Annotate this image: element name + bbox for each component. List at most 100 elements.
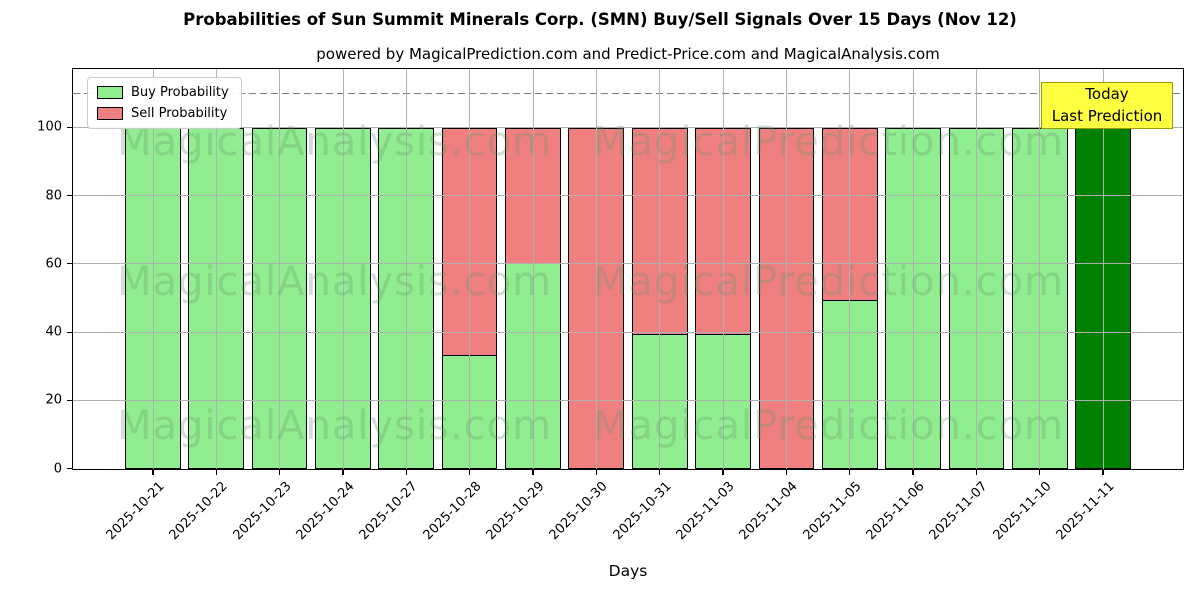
- x-tick-label: 2025-10-31: [610, 479, 675, 544]
- x-tick-mark: [405, 470, 407, 475]
- stacked-bar-2025-11-03: [695, 127, 751, 469]
- chart-title: Probabilities of Sun Summit Minerals Cor…: [183, 10, 1017, 29]
- y-tick-mark: [67, 126, 72, 128]
- x-tick-mark: [532, 470, 534, 475]
- bar-slot: [628, 69, 691, 469]
- x-tick-mark: [152, 470, 154, 475]
- sell-segment: [505, 127, 561, 263]
- x-tick-mark: [849, 470, 851, 475]
- x-tick-mark: [215, 470, 217, 475]
- y-tick-mark: [67, 468, 72, 470]
- x-tick-label: 2025-10-30: [546, 479, 611, 544]
- bars-layer: [121, 69, 1135, 469]
- plot-area: MagicalAnalysis.com MagicalPrediction.com…: [72, 68, 1184, 470]
- legend-item-sell: Sell Probability: [97, 106, 229, 121]
- x-tick-mark: [1102, 470, 1104, 475]
- x-tick-mark: [975, 470, 977, 475]
- today-annotation-box: Today Last Prediction: [1041, 82, 1173, 129]
- y-tick-label: 60: [45, 256, 62, 272]
- stacked-bar-2025-11-07: [948, 127, 1005, 469]
- bar-slot: [248, 69, 311, 469]
- x-tick-label: 2025-10-24: [293, 479, 358, 544]
- bar-slot: [184, 69, 247, 469]
- stacked-bar-2025-10-27: [378, 127, 435, 469]
- x-tick-label: 2025-11-11: [1053, 479, 1118, 544]
- bar-slot: [945, 69, 1008, 469]
- sell-segment: [758, 127, 815, 469]
- bar-slot: [375, 69, 438, 469]
- x-tick-label: 2025-11-04: [736, 479, 801, 544]
- buy-segment: [378, 127, 435, 469]
- buy-segment: [314, 127, 371, 469]
- y-tick-mark: [67, 399, 72, 401]
- buy-segment: [821, 300, 878, 469]
- sell-segment: [821, 127, 878, 301]
- chart-subtitle: powered by MagicalPrediction.com and Pre…: [316, 45, 940, 63]
- stacked-bar-2025-11-06: [885, 127, 942, 469]
- buy-segment: [124, 127, 181, 469]
- legend-label-sell: Sell Probability: [131, 106, 228, 121]
- x-axis-label: Days: [608, 562, 648, 580]
- stacked-bar-2025-10-23: [251, 127, 308, 469]
- y-tick-label: 100: [37, 119, 62, 135]
- x-tick-mark: [1039, 470, 1041, 475]
- stacked-bar-2025-10-21: [124, 127, 181, 469]
- x-tick-label: 2025-10-27: [356, 479, 421, 544]
- stacked-bar-2025-10-31: [631, 127, 688, 469]
- buy-segment-today: [1075, 127, 1132, 469]
- x-tick-mark: [595, 470, 597, 475]
- stacked-bar-2025-11-05: [821, 127, 878, 469]
- buy-segment: [631, 334, 688, 469]
- x-tick-mark: [785, 470, 787, 475]
- buy-segment: [695, 334, 751, 469]
- x-tick-label: 2025-10-23: [230, 479, 295, 544]
- stacked-bar-2025-10-30: [568, 127, 625, 469]
- buy-segment: [251, 127, 308, 469]
- buy-segment: [505, 262, 561, 469]
- buy-segment: [1012, 127, 1068, 469]
- bar-slot: [311, 69, 374, 469]
- x-tick-label: 2025-10-29: [483, 479, 548, 544]
- buy-probability-swatch: [97, 86, 123, 99]
- buy-segment: [441, 355, 498, 469]
- y-tick-mark: [67, 195, 72, 197]
- x-tick-label: 2025-11-10: [990, 479, 1055, 544]
- y-tick-label: 80: [45, 188, 62, 204]
- x-tick-label: 2025-11-07: [926, 479, 991, 544]
- legend: Buy Probability Sell Probability: [87, 77, 242, 129]
- bar-slot: [501, 69, 564, 469]
- stacked-bar-2025-10-22: [188, 127, 244, 469]
- stacked-bar-2025-11-04: [758, 127, 815, 469]
- bar-slot: [438, 69, 501, 469]
- x-tick-mark: [659, 470, 661, 475]
- bar-slot: [755, 69, 818, 469]
- bar-slot: [565, 69, 628, 469]
- bar-slot: [1008, 69, 1071, 469]
- y-tick-label: 40: [45, 324, 62, 340]
- bar-slot: [818, 69, 881, 469]
- x-tick-label: 2025-11-05: [800, 479, 865, 544]
- y-tick-label: 0: [53, 461, 62, 477]
- y-tick-mark: [67, 331, 72, 333]
- sell-segment: [695, 127, 751, 335]
- today-annotation-line2: Last Prediction: [1051, 106, 1163, 125]
- stacked-bar-2025-10-24: [314, 127, 371, 469]
- bar-slot: [691, 69, 754, 469]
- x-tick-mark: [912, 470, 914, 475]
- y-tick-label: 20: [45, 392, 62, 408]
- x-tick-label: 2025-11-06: [863, 479, 928, 544]
- x-tick-mark: [279, 470, 281, 475]
- legend-item-buy: Buy Probability: [97, 85, 229, 100]
- x-tick-mark: [722, 470, 724, 475]
- buy-segment: [948, 127, 1005, 469]
- stacked-bar-2025-10-29: [505, 127, 561, 469]
- x-tick-label: 2025-11-03: [673, 479, 738, 544]
- stacked-bar-2025-11-11: [1075, 127, 1132, 469]
- sell-probability-swatch: [97, 107, 123, 120]
- x-tick-label: 2025-10-22: [166, 479, 231, 544]
- stacked-bar-2025-11-10: [1012, 127, 1068, 469]
- y-tick-mark: [67, 263, 72, 265]
- sell-segment: [631, 127, 688, 335]
- bar-slot: [121, 69, 184, 469]
